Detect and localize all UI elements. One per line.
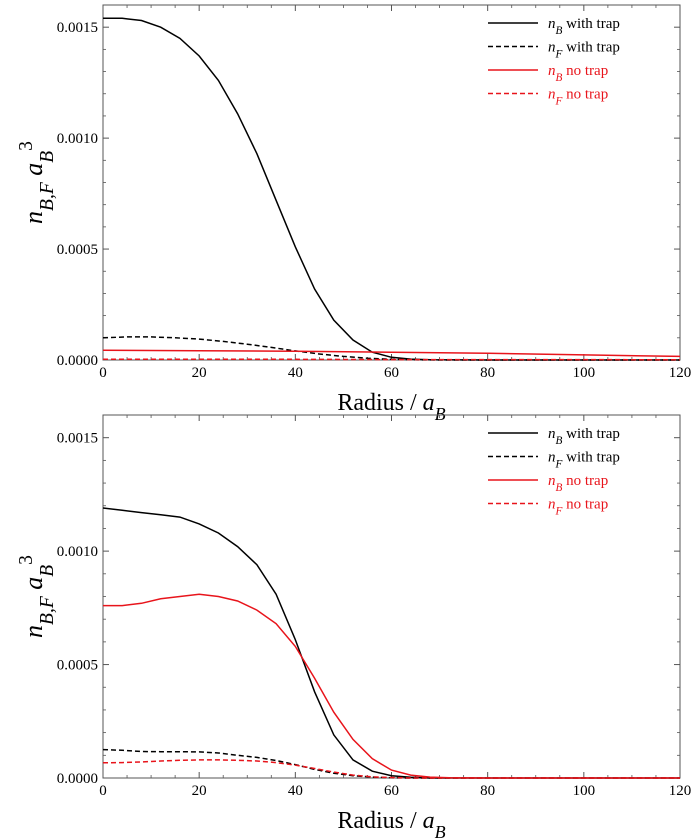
y-axis-label: nB,F aB3 [16, 555, 58, 638]
legend-label-3-base-0: n [548, 473, 556, 489]
legend-label-2-base-0: n [548, 450, 556, 466]
y-axis-label-sub-4: B [37, 565, 58, 577]
legend-label-2-sub-1: F [555, 459, 563, 471]
legend-label-2-base-5: trap [597, 40, 620, 56]
legend-label-1-sub-1: B [556, 435, 563, 447]
y-axis-label-sup-5: 3 [16, 141, 37, 151]
legend-label-4-base-3: no [566, 87, 581, 103]
x-axis-label-base-0: Radius [337, 390, 404, 416]
legend-label-3-sub-1: B [556, 72, 563, 84]
x-axis-label: Radius / aB [337, 390, 445, 424]
x-tick-label: 60 [384, 365, 399, 381]
x-tick-label: 60 [384, 783, 399, 799]
x-axis-label: Radius / aB [337, 808, 445, 840]
legend-label-3-base-5: trap [585, 473, 608, 489]
legend-label-1-base-5: trap [597, 426, 620, 442]
series-line-4 [102, 759, 680, 779]
y-tick-label: 0.0015 [57, 20, 98, 36]
legend-label-4-base-5: trap [585, 87, 608, 103]
x-tick-label: 80 [480, 365, 495, 381]
x-tick-label: 80 [480, 783, 495, 799]
y-axis-label-base-0: n [19, 625, 48, 638]
legend-label-2-base-5: trap [597, 450, 620, 466]
plot-frame [102, 4, 681, 361]
series-line-3 [102, 349, 681, 358]
legend-label-1-sub-1: B [556, 25, 563, 37]
legend-label-1: nB with trap [548, 16, 620, 37]
legend-label-3-base-3: no [566, 473, 581, 489]
legend-label-4-base-0: n [548, 497, 556, 513]
y-tick-label: 0.0000 [57, 353, 98, 369]
legend-label-2: nF with trap [548, 40, 620, 61]
x-axis-label-base-4: a [423, 808, 435, 834]
legend-label-3-base-5: trap [585, 63, 608, 79]
legend-label-3: nB no trap [548, 63, 608, 84]
y-tick-label: 0.0000 [57, 771, 98, 787]
y-axis-label-base-3: a [19, 577, 48, 590]
y-axis-label-base-0: n [19, 211, 48, 224]
legend-label-1-base-0: n [548, 16, 556, 32]
y-tick-label: 0.0010 [57, 544, 98, 560]
legend-label-1: nB with trap [548, 426, 620, 447]
legend-label-1-base-0: n [548, 426, 556, 442]
x-tick-label: 20 [192, 365, 207, 381]
legend-label-3-base-3: no [566, 63, 581, 79]
legend-label-1-base-3: with [566, 426, 593, 442]
x-tick-label: 100 [573, 783, 596, 799]
series-line-3 [103, 593, 680, 779]
legend-label-3: nB no trap [548, 473, 608, 494]
y-tick-label: 0.0005 [57, 242, 98, 258]
x-axis-label-sub-5: B [435, 404, 446, 424]
y-axis-label-sub-1: B,F [37, 595, 58, 625]
legend-label-4-base-5: trap [585, 497, 608, 513]
legend-label-2-sub-1: F [555, 49, 563, 61]
x-axis-label-base-2: / [410, 808, 417, 834]
plot-frame [102, 414, 681, 779]
x-axis-label-base-4: a [423, 390, 435, 416]
x-tick-label: 40 [288, 365, 303, 381]
x-axis-label-base-2: / [410, 390, 417, 416]
legend-label-1-base-3: with [566, 16, 593, 32]
legend-label-3-sub-1: B [556, 482, 563, 494]
x-tick-label: 0 [99, 365, 107, 381]
legend-label-4: nF no trap [548, 497, 608, 518]
y-axis-label-sub-4: B [37, 151, 58, 163]
y-tick-label: 0.0005 [57, 658, 98, 674]
legend-label-2: nF with trap [548, 450, 620, 471]
x-tick-label: 0 [99, 783, 107, 799]
legend-label-2-base-3: with [566, 40, 593, 56]
legend-label-4-base-3: no [566, 497, 581, 513]
y-tick-label: 0.0015 [57, 431, 98, 447]
legend-label-4-base-0: n [548, 87, 556, 103]
y-tick-label: 0.0010 [57, 131, 98, 147]
x-tick-label: 20 [192, 783, 207, 799]
x-axis-label-base-0: Radius [337, 808, 404, 834]
x-tick-label: 120 [669, 783, 692, 799]
legend-label-4: nF no trap [548, 87, 608, 108]
x-axis-label-sub-5: B [435, 822, 446, 840]
series-line-4 [103, 358, 681, 361]
y-axis-label-base-3: a [19, 163, 48, 176]
legend-label-2-base-0: n [548, 40, 556, 56]
y-axis-label-sup-5: 3 [16, 555, 37, 565]
y-axis-label: nB,F aB3 [16, 141, 58, 224]
series-line-1 [102, 507, 680, 779]
legend-label-4-sub-1: F [555, 96, 563, 108]
legend-label-1-base-5: trap [597, 16, 620, 32]
legend-label-4-sub-1: F [555, 506, 563, 518]
legend-label-3-base-0: n [548, 63, 556, 79]
x-tick-label: 100 [573, 365, 596, 381]
x-tick-label: 40 [288, 783, 303, 799]
x-tick-label: 120 [669, 365, 692, 381]
legend-label-2-base-3: with [566, 450, 593, 466]
chart-panel-2: 0 20 40 60 80 100 120 0.0000 0.0005 0.0010 0.0015 R… [16, 414, 692, 840]
y-axis-label-sub-1: B,F [37, 181, 58, 211]
chart-panel-1: 0 20 40 60 80 100 120 0.0000 0.0005 0.0010 0.0015 R… [16, 4, 692, 424]
